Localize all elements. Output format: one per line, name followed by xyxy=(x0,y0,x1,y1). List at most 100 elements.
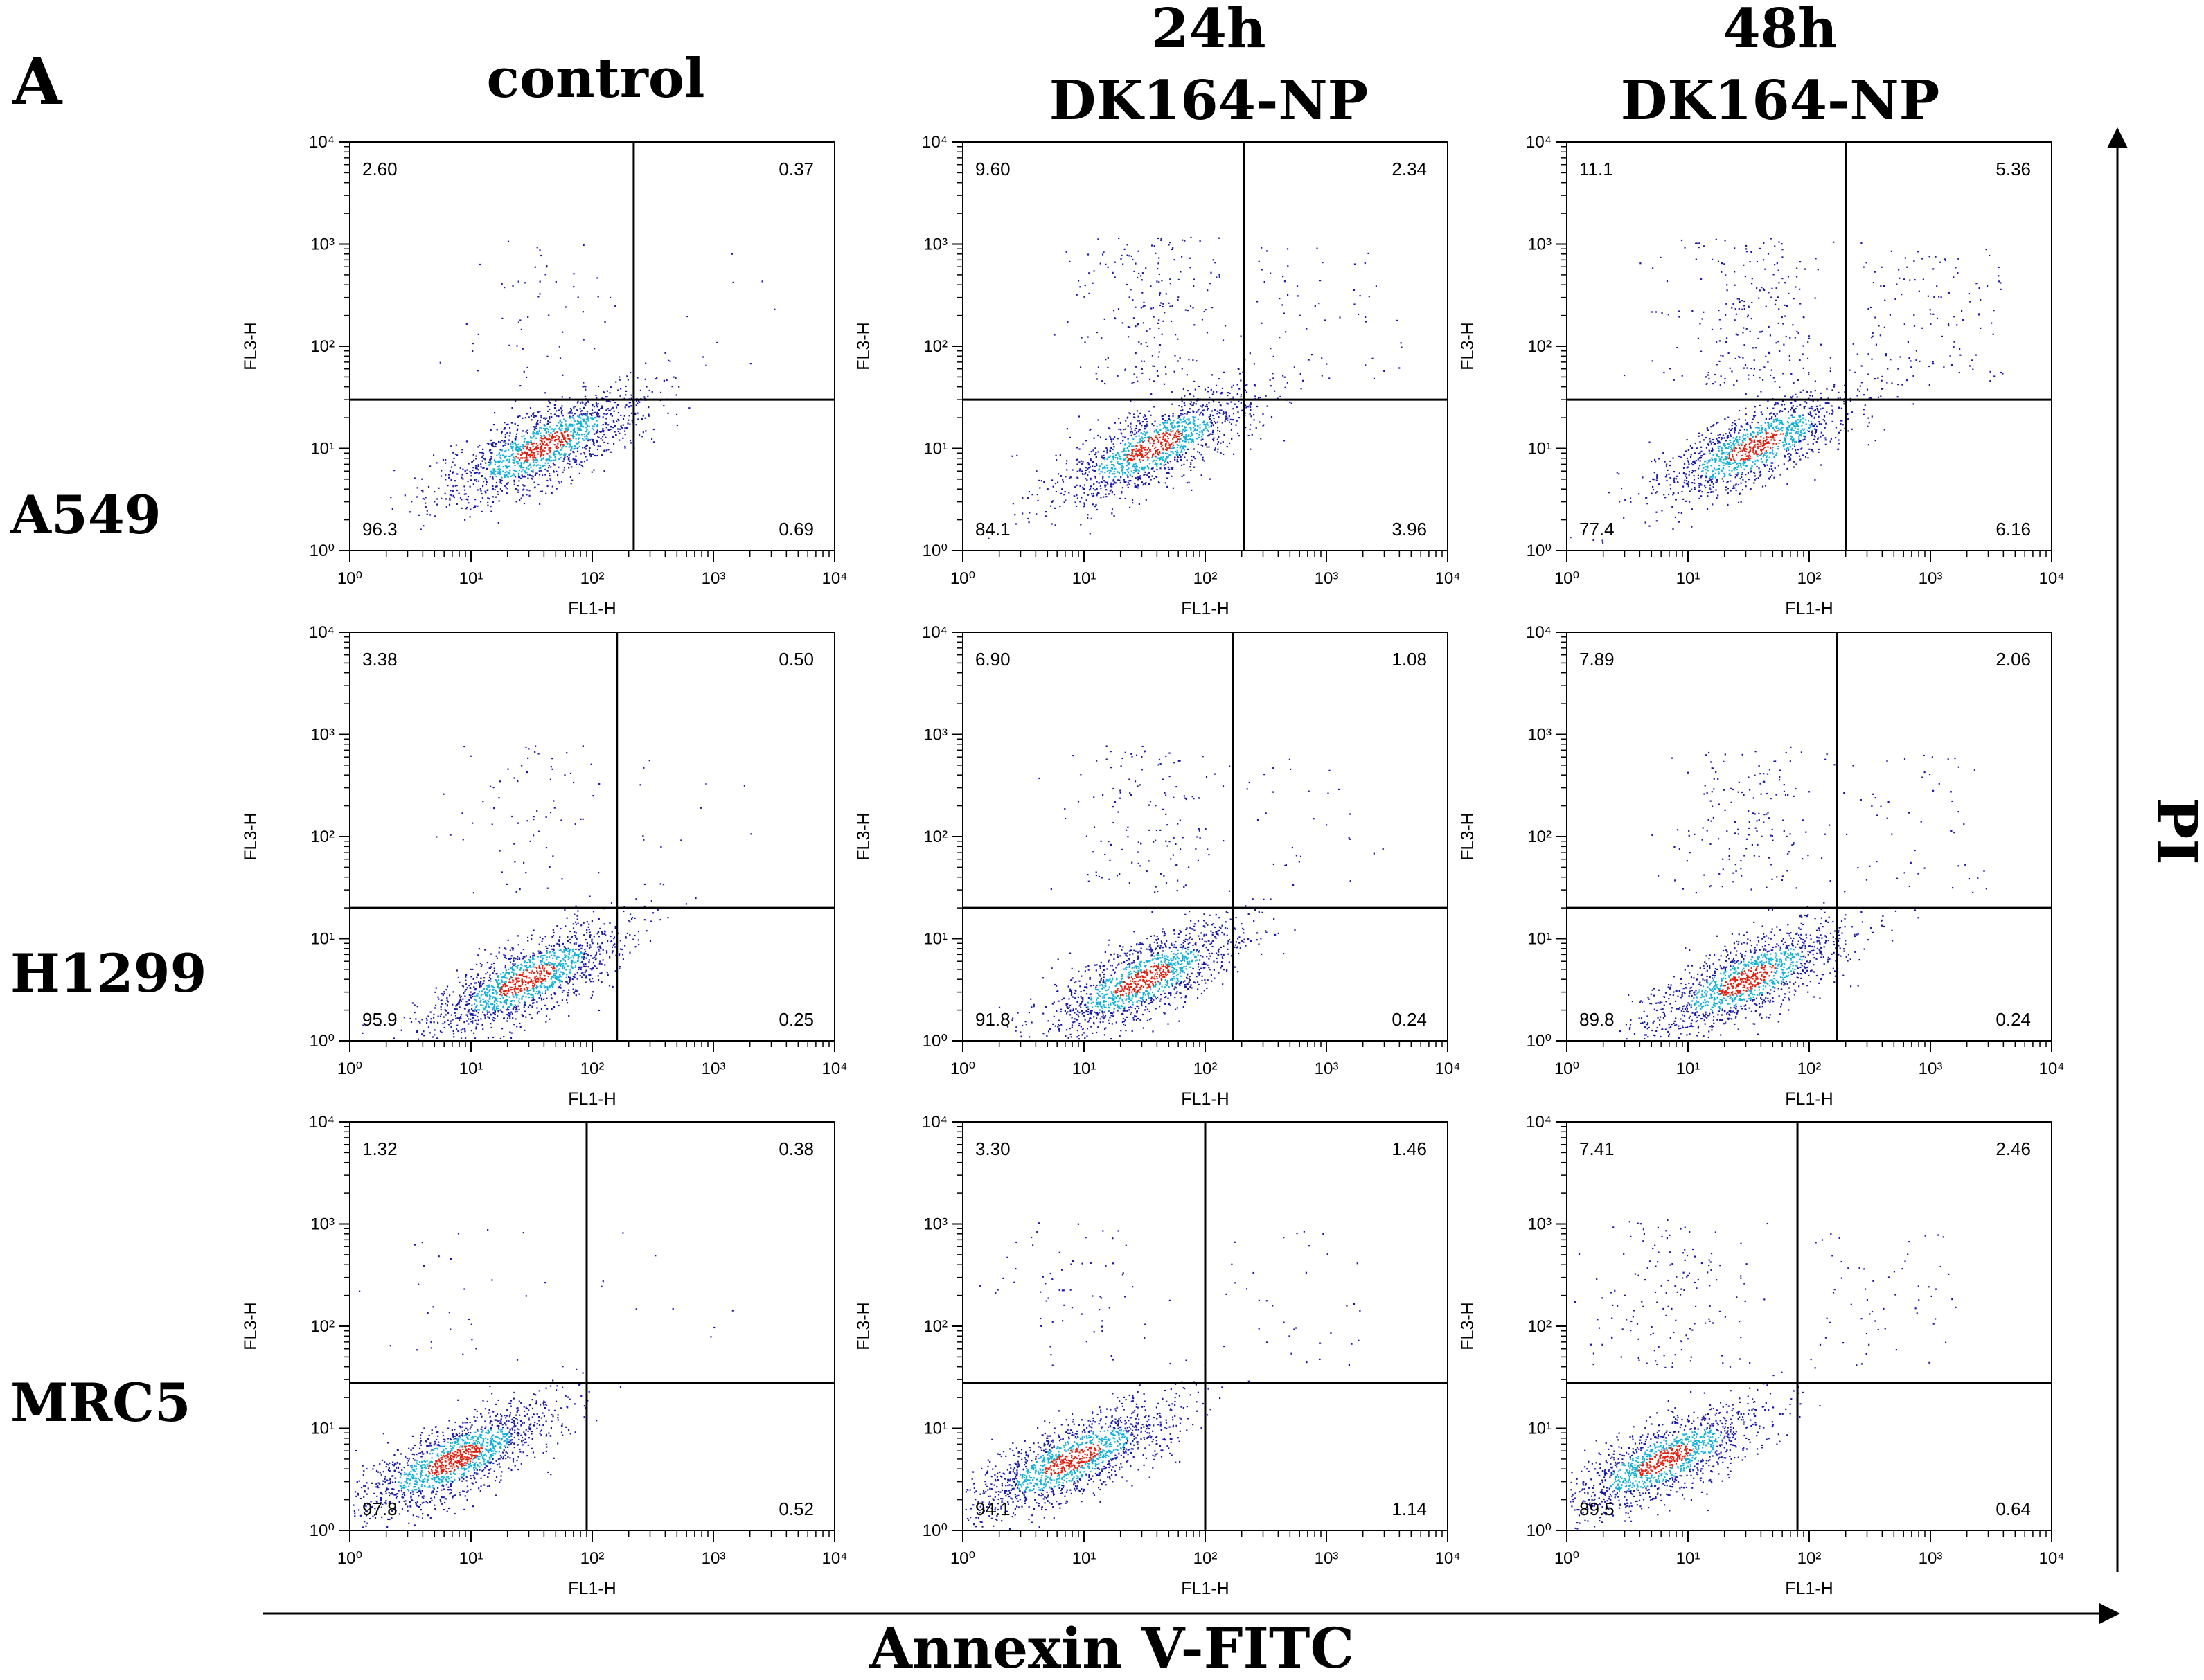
x-tick-label: 10³ xyxy=(1919,569,1943,588)
y-tick-label: 10² xyxy=(310,828,335,846)
y-tick-label: 10² xyxy=(310,1317,335,1336)
quadrant-lower-left-percent: 89.8 xyxy=(1579,1009,1615,1030)
x-tick-label: 10³ xyxy=(1919,1549,1943,1568)
y-tick-label: 10³ xyxy=(923,1215,948,1234)
y-tick-label: 10⁰ xyxy=(310,1521,335,1540)
y-tick-label: 10² xyxy=(1527,828,1552,846)
x-tick-label: 10⁰ xyxy=(337,569,362,588)
y-tick-label: 10⁰ xyxy=(923,1032,948,1051)
annexin-axis-title: Annexin V-FITC xyxy=(869,1616,1354,1680)
y-tick-label: 10³ xyxy=(1527,1215,1552,1234)
y-tick-label: 10² xyxy=(1527,1317,1552,1336)
x-axis-label: FL1-H xyxy=(568,599,616,618)
pi-axis-title: PI xyxy=(2144,797,2204,865)
y-tick-label: 10¹ xyxy=(1527,1420,1552,1438)
event-cloud xyxy=(998,745,1384,1040)
plot-frame xyxy=(1566,632,2052,1042)
x-tick-label: 10¹ xyxy=(1072,1549,1096,1568)
column-header-24h-treatment: DK164-NP xyxy=(1049,69,1369,132)
x-tick-label: 10⁴ xyxy=(2038,569,2064,588)
y-axis-label: FL3-H xyxy=(854,322,873,370)
y-tick-label: 10⁰ xyxy=(1527,542,1552,560)
y-tick-label: 10¹ xyxy=(923,930,948,949)
quadrant-upper-right-percent: 5.36 xyxy=(1996,159,2031,179)
x-tick-label: 10¹ xyxy=(459,1060,483,1078)
x-tick-label: 10² xyxy=(1797,569,1822,588)
y-axis-label: FL3-H xyxy=(1458,1302,1477,1350)
y-tick-label: 10⁴ xyxy=(1526,1113,1552,1132)
x-tick-label: 10⁴ xyxy=(821,1549,847,1568)
quadrant-upper-left-percent: 2.60 xyxy=(362,159,398,179)
quadrant-upper-right-percent: 0.38 xyxy=(779,1138,814,1159)
x-tick-label: 10⁰ xyxy=(1554,1060,1579,1078)
x-tick-label: 10⁴ xyxy=(1434,1060,1460,1078)
column-header-24h-time: 24h xyxy=(1151,0,1265,60)
x-tick-label: 10² xyxy=(1193,1060,1218,1078)
quadrant-lower-right-percent: 0.24 xyxy=(1996,1009,2031,1030)
y-tick-label: 10⁴ xyxy=(1526,133,1552,152)
y-tick-label: 10¹ xyxy=(1527,440,1552,458)
x-tick-label: 10⁰ xyxy=(950,1549,975,1568)
quadrant-lower-right-percent: 6.16 xyxy=(1996,519,2031,539)
y-tick-label: 10¹ xyxy=(923,1420,948,1438)
x-tick-label: 10² xyxy=(1193,569,1218,588)
quadrant-lower-right-percent: 3.96 xyxy=(1392,519,1427,539)
y-axis-label: FL3-H xyxy=(241,812,260,860)
plot-frame xyxy=(1566,1121,2052,1531)
x-tick-label: 10³ xyxy=(702,1549,726,1568)
x-tick-label: 10² xyxy=(580,569,605,588)
quadrant-upper-left-percent: 3.30 xyxy=(975,1138,1011,1159)
event-cloud xyxy=(1570,238,2004,544)
y-tick-label: 10¹ xyxy=(1527,930,1552,949)
column-header-48h-treatment: DK164-NP xyxy=(1621,69,1940,132)
x-tick-label: 10² xyxy=(1797,1060,1822,1078)
x-tick-label: 10² xyxy=(580,1549,605,1568)
quadrant-lower-left-percent: 89.5 xyxy=(1579,1499,1615,1519)
quadrant-lower-right-percent: 1.14 xyxy=(1392,1499,1427,1519)
row-label-h1299: H1299 xyxy=(10,942,206,1004)
x-tick-label: 10⁰ xyxy=(337,1549,362,1568)
y-tick-label: 10² xyxy=(923,828,948,846)
quadrant-upper-right-percent: 2.06 xyxy=(1996,649,2031,670)
row-label-mrc5: MRC5 xyxy=(10,1372,191,1433)
x-axis-label: FL1-H xyxy=(1785,599,1833,618)
quadrant-upper-left-percent: 9.60 xyxy=(975,159,1011,179)
y-tick-label: 10¹ xyxy=(310,1420,335,1438)
quadrant-lower-left-percent: 91.8 xyxy=(975,1009,1011,1030)
plot-frame xyxy=(1566,141,2052,551)
plot-frame xyxy=(349,141,835,551)
y-tick-label: 10⁴ xyxy=(309,1113,335,1132)
y-axis-label: FL3-H xyxy=(854,812,873,860)
y-tick-label: 10⁰ xyxy=(310,542,335,560)
quadrant-upper-right-percent: 1.08 xyxy=(1392,649,1427,670)
quadrant-lower-left-percent: 96.3 xyxy=(362,519,398,539)
x-tick-label: 10⁰ xyxy=(337,1060,362,1078)
x-tick-label: 10⁴ xyxy=(1434,1549,1460,1568)
x-tick-label: 10¹ xyxy=(459,569,483,588)
quadrant-upper-right-percent: 2.34 xyxy=(1392,159,1427,179)
plot-grid: 10⁰10⁰10¹10¹10²10²10³10³10⁴10⁴FL1-HFL3-H… xyxy=(241,133,2065,1598)
y-tick-label: 10³ xyxy=(1527,235,1552,254)
quadrant-lower-left-percent: 77.4 xyxy=(1579,519,1615,539)
y-tick-label: 10⁰ xyxy=(310,1032,335,1051)
x-tick-label: 10⁰ xyxy=(950,569,975,588)
y-tick-label: 10⁰ xyxy=(1527,1521,1552,1540)
y-tick-label: 10² xyxy=(923,337,948,356)
event-cloud xyxy=(988,236,1403,539)
x-axis-label: FL1-H xyxy=(1181,1579,1229,1598)
y-axis-label: FL3-H xyxy=(241,1302,260,1350)
quadrant-upper-right-percent: 2.46 xyxy=(1996,1138,2031,1159)
y-tick-label: 10² xyxy=(1527,337,1552,356)
y-tick-label: 10¹ xyxy=(310,440,335,458)
x-tick-label: 10³ xyxy=(1315,1549,1339,1568)
y-tick-label: 10³ xyxy=(1527,726,1552,744)
y-axis-label: FL3-H xyxy=(1458,322,1477,370)
quadrant-upper-left-percent: 7.89 xyxy=(1579,649,1615,670)
